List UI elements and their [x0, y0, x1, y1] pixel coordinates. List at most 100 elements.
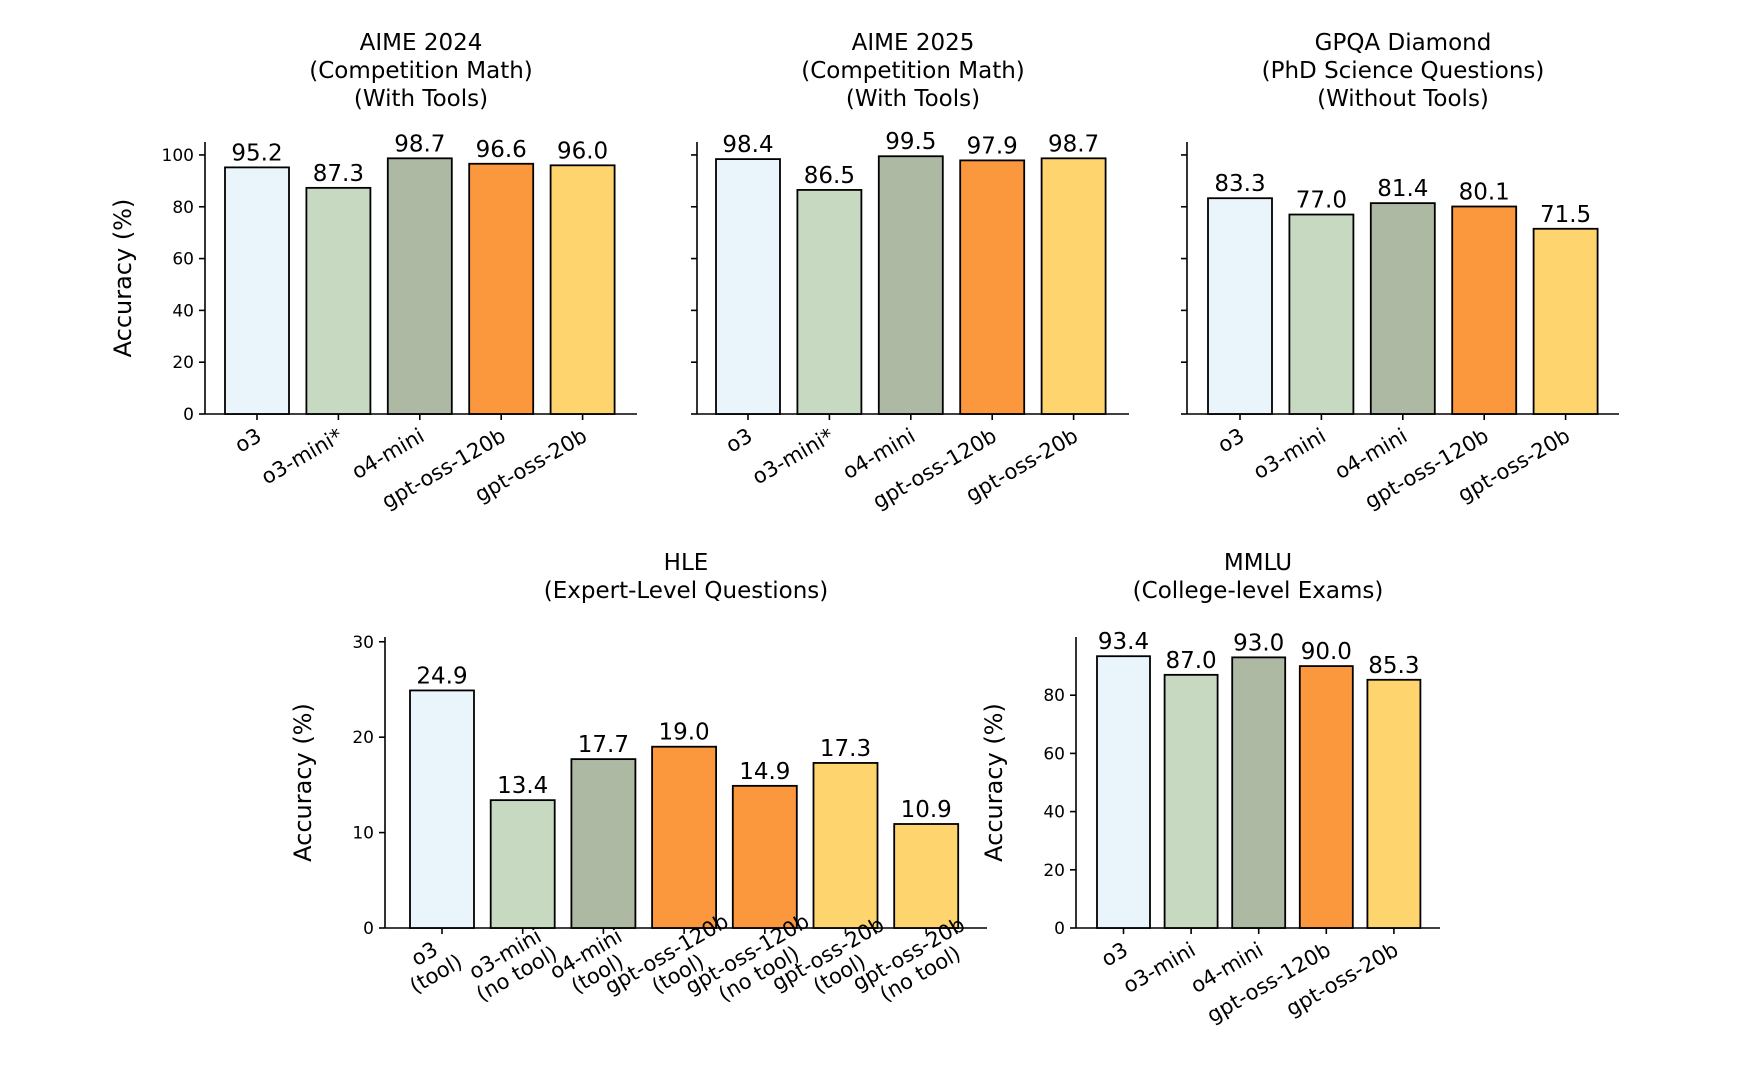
value-label: 17.3	[820, 736, 871, 762]
value-label: 96.6	[476, 137, 527, 163]
bar	[1288, 213, 1355, 415]
bar	[1532, 227, 1599, 415]
chart-title-line: (Competition Math)	[309, 58, 533, 84]
category-label: o3	[1097, 938, 1132, 972]
bar	[959, 159, 1026, 415]
value-label: 93.4	[1098, 629, 1149, 655]
bar	[570, 758, 637, 929]
y-tick-label: 10	[352, 824, 374, 844]
category-label: o3	[231, 424, 266, 458]
category-label: o3-mini*	[748, 424, 838, 490]
panel-2: GPQA Diamond(PhD Science Questions)(With…	[1181, 30, 1619, 514]
value-label: 81.4	[1377, 176, 1428, 202]
bar	[468, 162, 535, 415]
bar	[796, 189, 863, 415]
bar	[731, 784, 798, 929]
y-tick-label: 60	[1043, 744, 1065, 764]
bar	[224, 166, 290, 415]
value-label: 87.3	[313, 161, 364, 187]
chart-title-line: (Expert-Level Questions)	[544, 578, 829, 604]
panel-0: AIME 2024(Competition Math)(With Tools) 0…	[109, 30, 637, 514]
value-label: 77.0	[1296, 188, 1347, 214]
chart-title-line: (With Tools)	[354, 86, 488, 112]
panel-3: HLE(Expert-Level Questions) 0 10 20 30 Accura…	[289, 550, 987, 1006]
y-tick-label: 30	[352, 633, 374, 653]
bar	[1451, 205, 1518, 415]
category-label: o3-mini*	[257, 424, 347, 490]
y-axis-label: Accuracy (%)	[109, 199, 137, 358]
bar	[1369, 202, 1436, 415]
bar	[715, 158, 781, 415]
y-axis-label: Accuracy (%)	[980, 703, 1008, 862]
value-label: 97.9	[967, 133, 1018, 159]
value-label: 87.0	[1165, 648, 1216, 674]
category-label: o3	[1214, 424, 1249, 458]
value-label: 24.9	[416, 663, 467, 689]
chart-title-line: GPQA Diamond	[1315, 30, 1492, 56]
value-label: 10.9	[901, 797, 952, 823]
value-label: 17.7	[578, 732, 629, 758]
chart-title-line: AIME 2024	[360, 30, 483, 56]
value-label: 98.4	[722, 132, 773, 158]
chart-title-line: (Competition Math)	[801, 58, 1025, 84]
value-label: 98.7	[1048, 131, 1099, 157]
bar	[305, 186, 372, 415]
value-label: 14.9	[739, 759, 790, 785]
value-label: 13.4	[497, 773, 548, 799]
y-tick-label: 20	[172, 353, 194, 373]
category-label: o3(tool)	[394, 930, 466, 999]
bar	[386, 157, 453, 415]
bar	[409, 689, 475, 929]
value-label: 99.5	[885, 129, 936, 155]
bar	[1231, 656, 1287, 929]
value-label: 83.3	[1214, 171, 1265, 197]
bar	[1366, 678, 1422, 929]
bar	[549, 164, 616, 415]
value-label: 71.5	[1540, 202, 1591, 228]
y-tick-label: 20	[352, 728, 374, 748]
y-tick-label: 80	[1043, 686, 1065, 706]
value-label: 95.2	[231, 140, 282, 166]
chart-title-line: (College-level Exams)	[1133, 578, 1384, 604]
y-tick-label: 60	[172, 250, 194, 270]
chart-title-line: HLE	[664, 550, 709, 576]
y-axis-label: Accuracy (%)	[289, 703, 317, 862]
category-label: o3-mini	[1119, 938, 1200, 998]
y-tick-label: 0	[183, 405, 194, 425]
bar	[1207, 197, 1273, 415]
chart-title-line: AIME 2025	[852, 30, 975, 56]
bar	[489, 799, 556, 929]
bar	[1040, 157, 1107, 415]
y-tick-label: 40	[172, 301, 194, 321]
y-tick-label: 40	[1043, 803, 1065, 823]
y-tick-label: 0	[1054, 919, 1065, 939]
y-tick-label: 20	[1043, 861, 1065, 881]
value-label: 93.0	[1233, 630, 1284, 656]
value-label: 80.1	[1459, 180, 1510, 206]
y-tick-label: 80	[172, 198, 194, 218]
bar	[893, 823, 960, 929]
bar	[1096, 655, 1151, 929]
value-label: 19.0	[658, 720, 709, 746]
chart-title-line: (PhD Science Questions)	[1262, 58, 1545, 84]
bar	[812, 762, 879, 929]
panel-1: AIME 2025(Competition Math)(With Tools) 9…	[691, 30, 1129, 514]
value-label: 90.0	[1301, 639, 1352, 665]
panel-4: MMLU(College-level Exams) 0 20 40 60 80 Accura…	[980, 550, 1440, 1028]
value-label: 86.5	[804, 163, 855, 189]
chart-title-line: MMLU	[1224, 550, 1292, 576]
bar	[1163, 673, 1219, 929]
value-label: 98.7	[394, 131, 445, 157]
y-tick-label: 100	[162, 146, 194, 166]
bar	[651, 745, 717, 929]
chart-title-line: (Without Tools)	[1317, 86, 1489, 112]
value-label: 96.0	[557, 138, 608, 164]
chart-title-line: (With Tools)	[846, 86, 980, 112]
bar	[1298, 665, 1354, 929]
bar	[877, 155, 944, 415]
category-label: o3-mini	[1249, 424, 1330, 484]
value-label: 85.3	[1368, 653, 1419, 679]
y-tick-label: 0	[363, 919, 374, 939]
category-label: o3	[722, 424, 757, 458]
